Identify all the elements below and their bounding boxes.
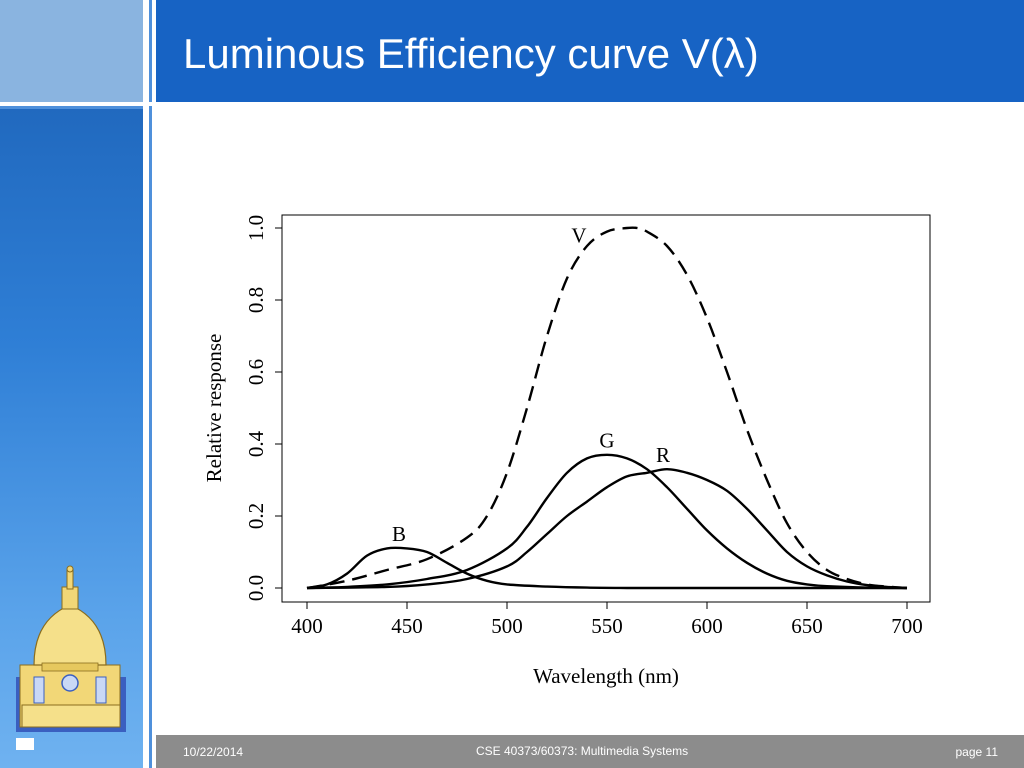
x-tick-label: 600	[691, 614, 723, 638]
series-label-b: B	[392, 522, 406, 546]
luminous-efficiency-chart: 400 450 500 550 600 650 7000.00.20.40.60.81.0 …	[202, 214, 931, 688]
x-tick-label: 550	[591, 614, 623, 638]
x-tick-label: 400	[291, 614, 323, 638]
y-tick-label: 0.2	[244, 503, 268, 529]
divider-vertical-inner	[152, 0, 156, 768]
left-top-block	[0, 0, 143, 102]
divider-horizontal	[0, 102, 1024, 106]
golden-dome-icon	[16, 565, 126, 732]
series-label-g: G	[599, 429, 614, 453]
y-tick-label: 0.8	[244, 287, 268, 313]
footer-course: CSE 40373/60373: Multimedia Systems	[476, 744, 689, 758]
divider-vertical-accent	[149, 0, 152, 768]
footer-bar: 10/22/2014 CSE 40373/60373: Multimedia S…	[156, 735, 1024, 768]
x-tick-label: 500	[491, 614, 523, 638]
corner-marker	[16, 738, 34, 750]
y-tick-label: 0.0	[244, 575, 268, 601]
plot-frame	[281, 214, 931, 603]
footer-page-number: page 11	[955, 745, 999, 759]
y-axis-label: Relative response	[202, 334, 226, 483]
series-line-v	[306, 226, 908, 590]
y-tick-label: 1.0	[244, 215, 268, 241]
slide-title: Luminous Efficiency curve V(λ)	[183, 30, 759, 77]
y-tick-label: 0.4	[244, 430, 268, 457]
x-tick-label: 450	[391, 614, 423, 638]
title-bar	[156, 0, 1024, 102]
footer-date: 10/22/2014	[183, 745, 244, 759]
divider-horizontal-accent	[0, 106, 143, 109]
x-tick-label: 700	[891, 614, 923, 638]
x-axis-label: Wavelength (nm)	[533, 664, 679, 688]
series-line-b	[306, 546, 907, 590]
x-tick-label: 650	[791, 614, 823, 638]
series-label-r: R	[656, 443, 670, 467]
series-label-v: V	[571, 223, 586, 247]
y-tick-label: 0.6	[244, 359, 268, 385]
series-line-r	[306, 467, 908, 590]
divider-vertical	[143, 0, 149, 768]
